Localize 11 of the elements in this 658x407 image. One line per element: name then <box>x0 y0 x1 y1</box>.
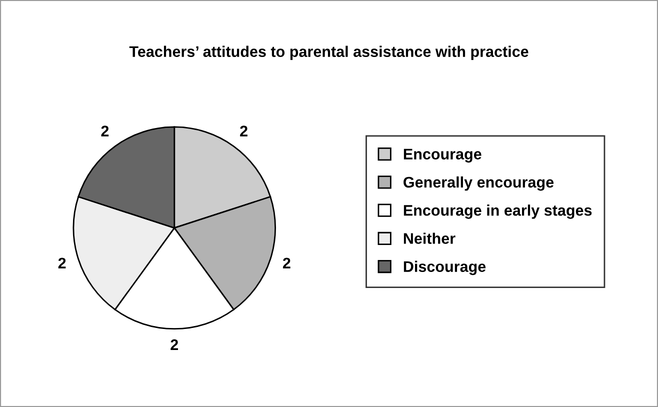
data-label: 2 <box>240 126 248 136</box>
legend-label: Discourage <box>404 260 486 276</box>
legend-label: Neither <box>404 232 456 244</box>
legend-label: Generally encourage <box>404 176 554 191</box>
legend-label: Encourage in early stages <box>404 204 592 219</box>
legend-label: Encourage <box>404 148 482 163</box>
data-label: 2 <box>101 126 109 136</box>
chart-title: Teachers’ attitudes to parental assistance with practice <box>129 46 528 60</box>
data-label: 2 <box>58 258 66 268</box>
data-label: 2 <box>170 339 178 350</box>
data-label: 2 <box>282 258 290 268</box>
